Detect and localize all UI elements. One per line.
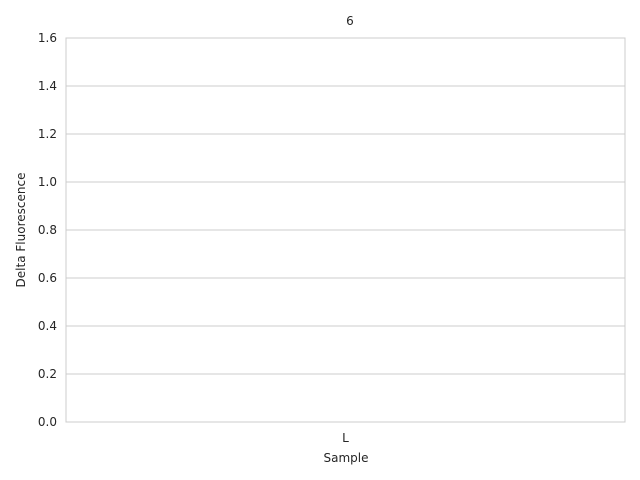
y-tick-label: 1.4 bbox=[38, 79, 57, 93]
y-axis-label: Delta Fluorescence bbox=[14, 173, 28, 288]
y-tick-label: 0.6 bbox=[38, 271, 57, 285]
x-tick-labels: L bbox=[342, 431, 349, 445]
y-tick-label: 0.2 bbox=[38, 367, 57, 381]
y-tick-labels: 0.0 0.2 0.4 0.6 0.8 1.0 1.2 1.4 1.6 bbox=[38, 31, 57, 429]
y-tick-label: 0.8 bbox=[38, 223, 57, 237]
chart-title: 6 bbox=[346, 14, 354, 28]
y-tick-label: 1.0 bbox=[38, 175, 57, 189]
y-tick-label: 0.4 bbox=[38, 319, 57, 333]
y-tick-label: 1.6 bbox=[38, 31, 57, 45]
x-tick-label: L bbox=[342, 431, 349, 445]
plot-frame bbox=[65, 37, 626, 423]
y-tick-label: 0.0 bbox=[38, 415, 57, 429]
x-axis-label: Sample bbox=[324, 451, 369, 465]
y-tick-label: 1.2 bbox=[38, 127, 57, 141]
